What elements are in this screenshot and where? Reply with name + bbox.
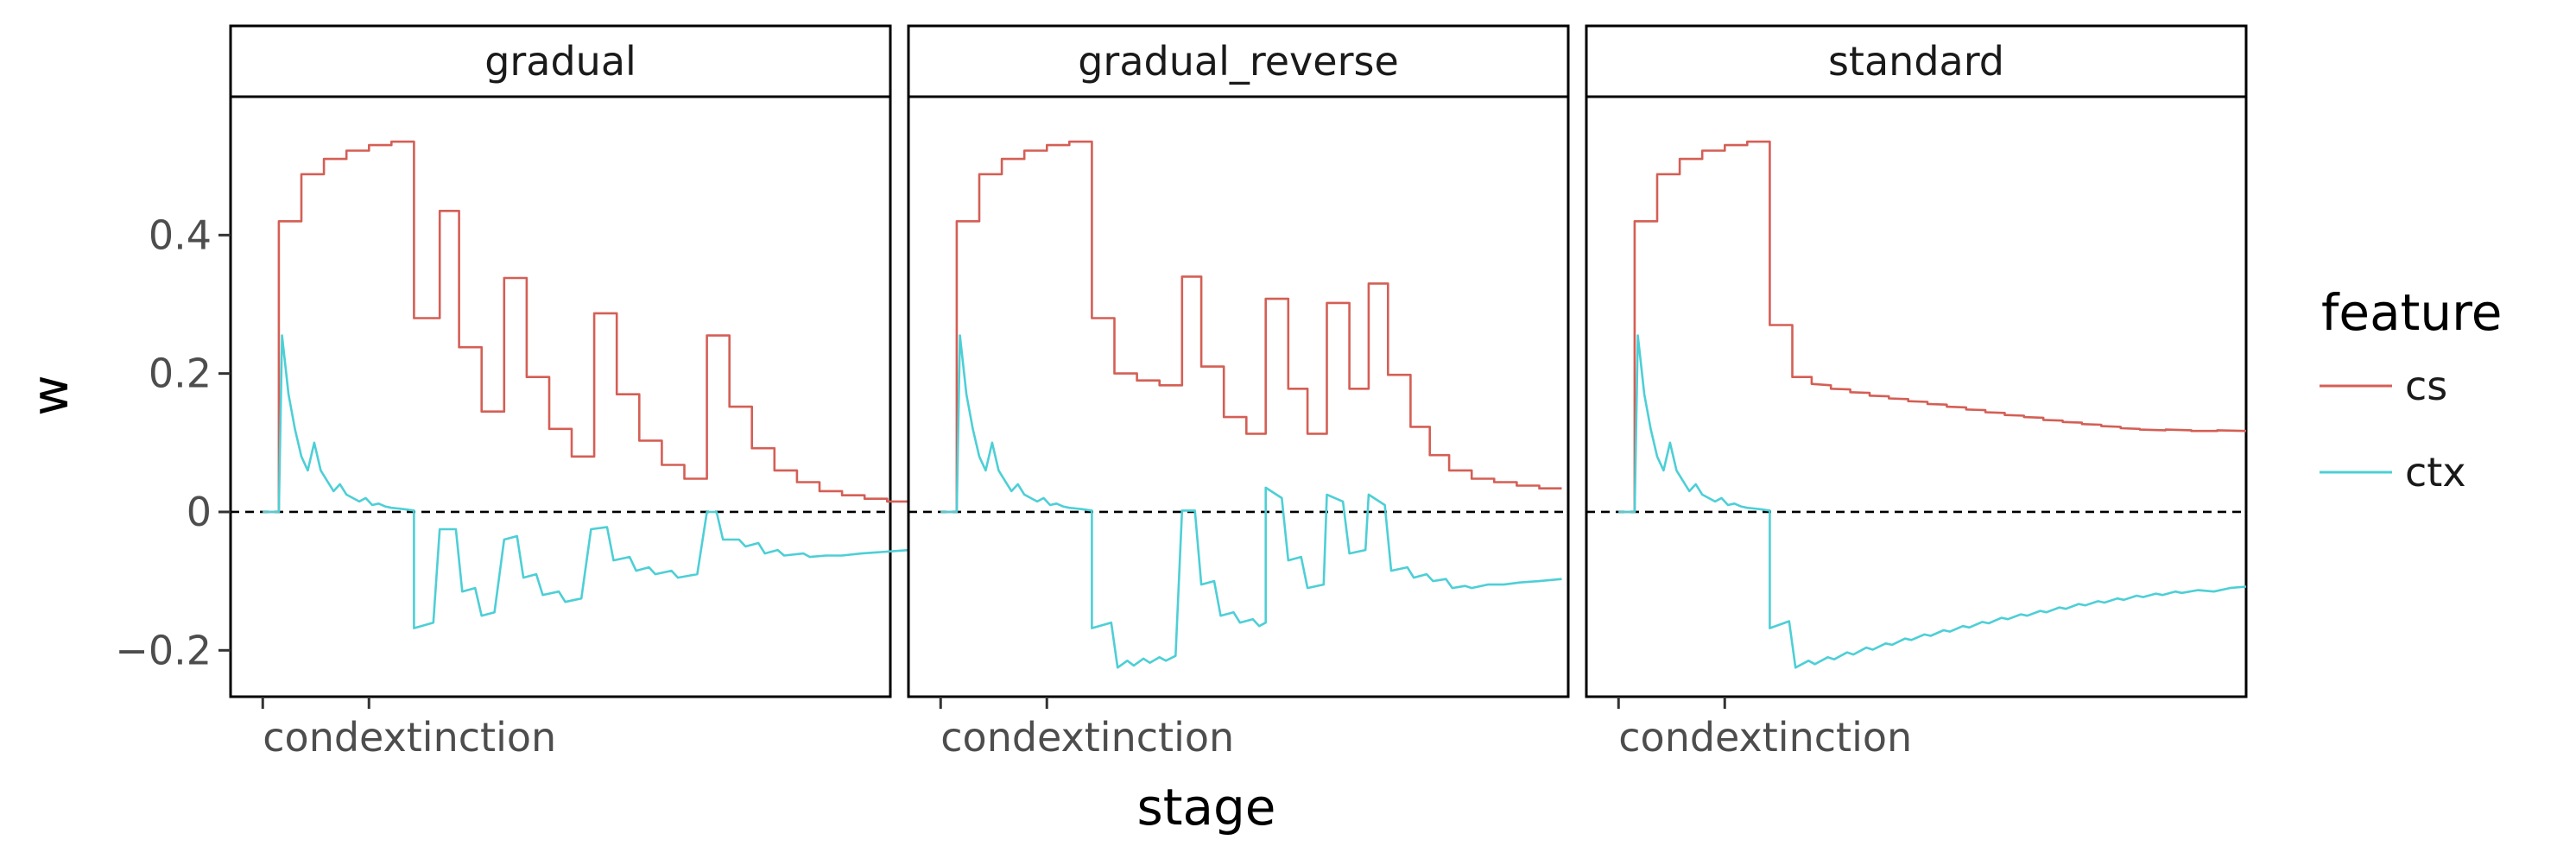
panel-gradual: gradual condextinction (229, 24, 910, 761)
y-tick-label: 0.2 (149, 351, 212, 397)
y-axis-title: w (21, 375, 79, 415)
facet-strip-label: gradual (484, 38, 636, 85)
panel-border (229, 95, 892, 698)
series-line-cs (1618, 140, 2247, 514)
facet-strip-label: standard (1828, 38, 2004, 85)
panel-standard: standard condextinction (1585, 24, 2248, 761)
legend: feature cs ctx (2320, 283, 2502, 496)
y-tick-label: −0.2 (115, 627, 212, 673)
panels-layer: gradual condextinction gradual_reversecond… (229, 24, 2248, 761)
legend-label-ctx: ctx (2405, 449, 2466, 496)
panel-border (907, 95, 1570, 698)
y-tick-label: 0 (187, 489, 212, 535)
series-line-ctx (940, 334, 1562, 669)
series-line-ctx (1618, 334, 2247, 669)
y-axis: 0.4 0.2 0 −0.2 (115, 212, 231, 673)
x-axis-title: stage (1136, 778, 1275, 837)
x-tick-label: condextinction (263, 714, 556, 761)
legend-entries: cs ctx (2320, 363, 2466, 496)
series-line-ctx (263, 334, 910, 629)
series-line-cs (263, 140, 910, 514)
facet-strip-label: gradual_reverse (1078, 38, 1399, 85)
facet-strip (1585, 24, 2248, 98)
panel-border (1585, 95, 2248, 698)
x-tick-label: condextinction (1618, 714, 1912, 761)
facet-strip (229, 24, 892, 98)
x-tick-label: condextinction (940, 714, 1234, 761)
legend-label-cs: cs (2405, 363, 2447, 409)
legend-title: feature (2321, 283, 2502, 342)
series-line-cs (940, 140, 1562, 514)
panel-gradual_reverse: gradual_reverse condextinction (907, 24, 1570, 761)
y-tick-label: 0.4 (149, 212, 212, 258)
